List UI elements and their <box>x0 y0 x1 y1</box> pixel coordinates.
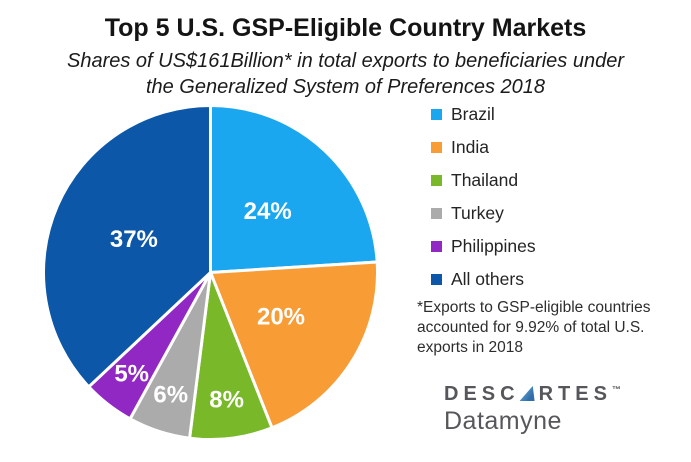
legend-label-philippines: Philippines <box>451 236 536 256</box>
footnote-line: accounted for 9.92% of total U.S. <box>417 319 645 336</box>
pie-slice-label-thailand: 8% <box>209 387 244 414</box>
legend-label-brazil: Brazil <box>451 104 495 124</box>
pie-chart: 24% 20% 8% 6%5% 37% <box>42 104 379 441</box>
legend-swatch-thailand <box>431 175 442 186</box>
trademark-symbol: ™ <box>611 384 621 395</box>
chart-subtitle-line2: the Generalized System of Preferences 20… <box>145 76 546 98</box>
logo-subbrand: Datamyne <box>444 407 562 435</box>
pie-slice-label-philippines: 5% <box>114 361 149 388</box>
footnote: *Exports to GSP-eligible countries accou… <box>417 298 679 358</box>
legend-swatch-brazil <box>431 109 442 120</box>
legend-label-thailand: Thailand <box>451 170 519 190</box>
footnote-line: *Exports to GSP-eligible countries <box>417 299 651 316</box>
footnote-line: exports in 2018 <box>417 339 523 356</box>
legend-item-philippines: Philippines <box>431 236 536 257</box>
logo-text-pre: DESC <box>444 383 520 405</box>
pie-slice-brazil <box>209 104 379 274</box>
legend-item-turkey: Turkey <box>431 203 536 224</box>
legend-item-india: India <box>431 137 536 158</box>
pie-slice-all-others <box>42 104 212 389</box>
pie-slice-label-india: 20% <box>257 304 305 331</box>
legend-swatch-all-others <box>431 274 442 285</box>
chart-subtitle-line1: Shares of US$161Billion* in total export… <box>67 50 624 72</box>
pie-slice-india <box>209 260 379 430</box>
legend-swatch-philippines <box>431 241 442 252</box>
chart-title: Top 5 U.S. GSP-Eligible Country Markets <box>104 14 587 42</box>
legend-label-india: India <box>451 137 489 157</box>
logo-triangle-icon <box>519 386 535 401</box>
logo-wordmark: DESC RTES™ <box>444 383 621 406</box>
chart-subtitle: Shares of US$161Billion* in total export… <box>0 48 691 100</box>
legend-item-brazil: Brazil <box>431 104 536 125</box>
legend-label-all-others: All others <box>451 269 524 289</box>
legend: Brazil India Thailand Turkey Philippines All … <box>431 104 536 290</box>
legend-swatch-india <box>431 142 442 153</box>
legend-item-thailand: Thailand <box>431 170 536 191</box>
pie-slice-label-turkey: 6% <box>153 381 188 408</box>
brand-logo: DESC RTES™ Datamyne <box>444 383 621 436</box>
legend-item-all-others: All others <box>431 269 536 290</box>
pie-slice-label-all-others: 37% <box>110 226 158 253</box>
legend-swatch-turkey <box>431 208 442 219</box>
logo-text-post: RTES <box>538 383 612 405</box>
legend-label-turkey: Turkey <box>451 203 504 223</box>
pie-slice-label-brazil: 24% <box>244 198 292 225</box>
